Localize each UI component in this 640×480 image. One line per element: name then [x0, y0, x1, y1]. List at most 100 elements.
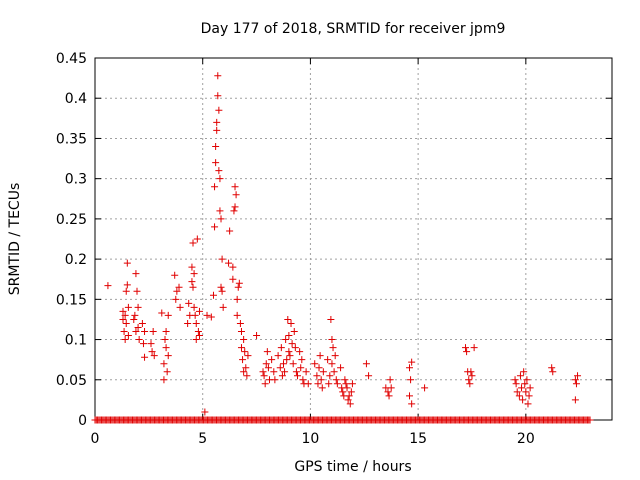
- y-axis-label: SRMTID / TECUs: [7, 183, 23, 296]
- data-point: [463, 348, 471, 356]
- data-point: [342, 380, 350, 388]
- data-point: [173, 287, 181, 295]
- data-point: [194, 328, 202, 336]
- data-point: [384, 388, 392, 396]
- data-point: [213, 126, 221, 134]
- data-point: [120, 328, 128, 336]
- data-point: [333, 380, 341, 388]
- data-point: [192, 319, 200, 327]
- y-tick-label: 0.3: [65, 172, 87, 188]
- data-point: [214, 92, 222, 100]
- data-point: [124, 303, 132, 311]
- data-point: [408, 358, 416, 366]
- data-point: [133, 287, 141, 295]
- data-point: [239, 356, 247, 364]
- data-point: [278, 372, 286, 380]
- data-point: [237, 344, 245, 352]
- data-point: [271, 376, 279, 384]
- data-point: [161, 336, 169, 344]
- data-point: [263, 348, 271, 356]
- data-point: [337, 364, 345, 372]
- data-point: [139, 340, 147, 348]
- data-point: [365, 372, 373, 380]
- data-point: [571, 396, 579, 404]
- data-point: [188, 263, 196, 271]
- data-point: [163, 368, 171, 376]
- data-point: [522, 388, 530, 396]
- data-point: [217, 215, 225, 223]
- data-point: [211, 223, 219, 231]
- data-point: [203, 311, 211, 319]
- data-point: [135, 336, 143, 344]
- data-point: [408, 400, 416, 408]
- data-point: [314, 380, 322, 388]
- data-point: [216, 207, 224, 215]
- data-point: [141, 328, 149, 336]
- data-point: [132, 270, 140, 278]
- data-point: [297, 364, 305, 372]
- data-point: [131, 311, 139, 319]
- data-point: [230, 207, 238, 215]
- data-point: [132, 328, 140, 336]
- data-point: [285, 348, 293, 356]
- data-point: [270, 368, 278, 376]
- data-point: [237, 328, 245, 336]
- data-point: [216, 175, 224, 183]
- grid-lines: [95, 58, 612, 420]
- data-point: [339, 388, 347, 396]
- data-point: [121, 311, 129, 319]
- data-point: [385, 392, 393, 400]
- data-point: [123, 281, 131, 289]
- data-point: [523, 376, 531, 384]
- data-point: [331, 352, 339, 360]
- data-point: [313, 372, 321, 380]
- data-point: [190, 270, 198, 278]
- data-point: [283, 356, 291, 364]
- data-point: [212, 159, 220, 167]
- data-point: [572, 380, 580, 388]
- data-point: [571, 376, 579, 384]
- data-point: [119, 307, 127, 315]
- data-point: [468, 372, 476, 380]
- data-point: [362, 360, 370, 368]
- data-point: [162, 328, 170, 336]
- data-point: [229, 263, 237, 271]
- data-point: [296, 348, 304, 356]
- data-point: [130, 315, 138, 323]
- data-point: [122, 319, 130, 327]
- data-point: [521, 380, 529, 388]
- x-tick-label: 5: [198, 431, 207, 447]
- data-point: [211, 183, 219, 191]
- data-point: [262, 360, 270, 368]
- y-tick-label: 0.2: [65, 252, 87, 268]
- data-point: [291, 344, 299, 352]
- data-point: [218, 255, 226, 263]
- data-point: [209, 291, 217, 299]
- data-point: [421, 384, 429, 392]
- y-axis: 0 0.05 0.1 0.15 0.2 0.25 0.3 0.35 0.4 0.45: [56, 51, 612, 429]
- y-tick-label: 0.45: [56, 51, 87, 67]
- data-point: [317, 376, 325, 384]
- data-point: [467, 368, 475, 376]
- data-point: [226, 227, 234, 235]
- data-point: [123, 259, 131, 267]
- data-point: [162, 344, 170, 352]
- data-point: [328, 360, 336, 368]
- data-point: [462, 344, 470, 352]
- y-tick-label: 0: [78, 413, 87, 429]
- data-point: [212, 142, 220, 150]
- data-point: [195, 307, 203, 315]
- data-point: [311, 360, 319, 368]
- data-point: [345, 392, 353, 400]
- data-point: [149, 328, 157, 336]
- data-point: [191, 311, 199, 319]
- data-point: [201, 408, 209, 416]
- data-point: [264, 364, 272, 372]
- data-point: [287, 319, 295, 327]
- data-point: [225, 259, 233, 267]
- data-point: [520, 368, 528, 376]
- data-point: [288, 340, 296, 348]
- data-point: [548, 364, 556, 372]
- data-point: [134, 303, 142, 311]
